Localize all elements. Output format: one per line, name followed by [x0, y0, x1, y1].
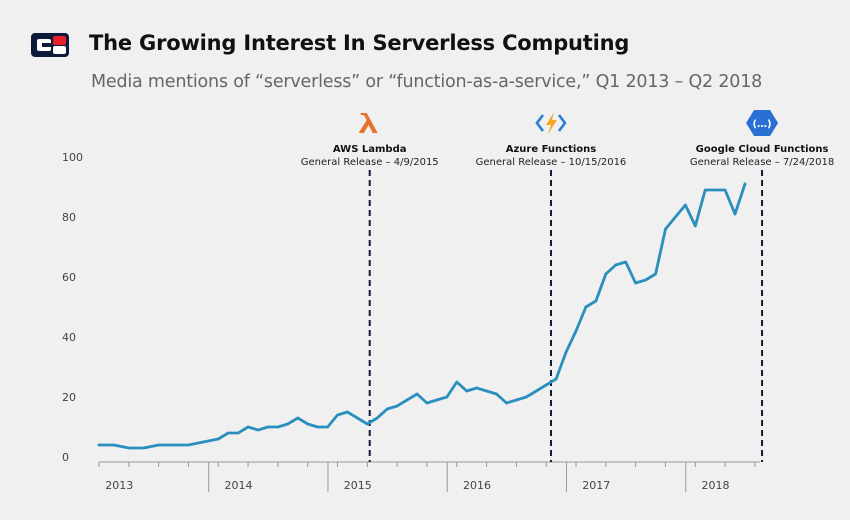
data-point: [385, 407, 389, 411]
data-point: [157, 443, 160, 447]
data-point: [127, 446, 131, 450]
data-point: [296, 416, 300, 420]
data-point: [485, 389, 488, 393]
release-date: General Release – 10/15/2016: [476, 157, 627, 168]
data-point: [435, 398, 439, 402]
data-point: [634, 281, 637, 285]
data-point: [316, 425, 319, 429]
release-label: Azure Functions: [506, 144, 597, 155]
data-point: [445, 395, 449, 399]
release-date: General Release – 7/24/2018: [690, 157, 834, 168]
data-point: [684, 203, 687, 207]
x-tick-label: 2016: [463, 479, 491, 492]
release-label: AWS Lambda: [333, 144, 407, 155]
svg-text:(…): (…): [752, 119, 771, 130]
data-point: [97, 443, 101, 447]
data-point: [594, 299, 598, 303]
y-tick-label: 20: [62, 391, 76, 404]
data-point: [564, 350, 568, 354]
data-point: [524, 395, 528, 399]
x-tick-label: 2014: [225, 479, 253, 492]
data-point: [574, 329, 578, 333]
release-label: Google Cloud Functions: [696, 144, 829, 155]
y-tick-label: 0: [62, 451, 69, 464]
series-line: [97, 182, 747, 450]
data-point: [172, 443, 175, 447]
data-point: [713, 188, 717, 192]
data-point: [554, 377, 558, 381]
data-point: [544, 383, 548, 387]
x-tick-label: 2017: [582, 479, 610, 492]
data-point: [142, 446, 146, 450]
data-point: [515, 398, 518, 402]
data-point: [375, 416, 379, 420]
data-point: [216, 437, 220, 441]
data-point: [693, 224, 697, 228]
data-point: [674, 215, 677, 219]
data-point: [112, 443, 116, 447]
data-point: [604, 272, 608, 276]
page-subtitle: Media mentions of “serverless” or “funct…: [91, 72, 763, 92]
data-point: [326, 425, 329, 429]
data-point: [395, 404, 399, 408]
data-point: [336, 413, 339, 417]
data-point: [743, 182, 747, 186]
data-point: [654, 272, 657, 276]
x-tick-label: 2013: [105, 479, 133, 492]
data-point: [405, 398, 409, 402]
lambda-icon: [358, 113, 378, 133]
y-tick-label: 60: [62, 271, 76, 284]
data-point: [306, 422, 309, 426]
data-point: [202, 440, 205, 444]
data-point: [505, 401, 508, 405]
data-point: [415, 392, 419, 396]
data-point: [495, 392, 498, 396]
data-point: [187, 443, 190, 447]
data-point: [366, 422, 369, 426]
data-point: [276, 425, 280, 429]
data-point: [246, 425, 250, 429]
logo-icon: [31, 33, 69, 57]
page-title: The Growing Interest In Serverless Compu…: [89, 31, 630, 55]
data-point: [624, 260, 628, 264]
data-point: [465, 389, 468, 393]
data-point: [664, 227, 667, 231]
azure-functions-icon: [535, 112, 567, 134]
data-point: [723, 188, 727, 192]
data-point: [346, 410, 349, 414]
release-date: General Release – 4/9/2015: [301, 157, 439, 168]
data-point: [644, 278, 647, 282]
data-point: [356, 416, 359, 420]
data-point: [286, 422, 290, 426]
x-tick-label: 2015: [344, 479, 372, 492]
data-point: [733, 212, 737, 216]
data-point: [703, 188, 707, 192]
data-point: [236, 431, 240, 435]
data-point: [425, 401, 429, 405]
data-point: [535, 389, 538, 393]
y-tick-label: 100: [62, 151, 83, 164]
x-tick-label: 2018: [702, 479, 730, 492]
data-point: [584, 305, 588, 309]
data-point: [256, 428, 260, 432]
data-point: [475, 386, 478, 390]
data-point: [455, 380, 459, 384]
y-tick-label: 80: [62, 211, 76, 224]
google-cloud-functions-icon: (…): [746, 110, 779, 136]
data-point: [266, 425, 270, 429]
data-point: [614, 263, 618, 267]
data-point: [226, 431, 230, 435]
y-tick-label: 40: [62, 331, 76, 344]
